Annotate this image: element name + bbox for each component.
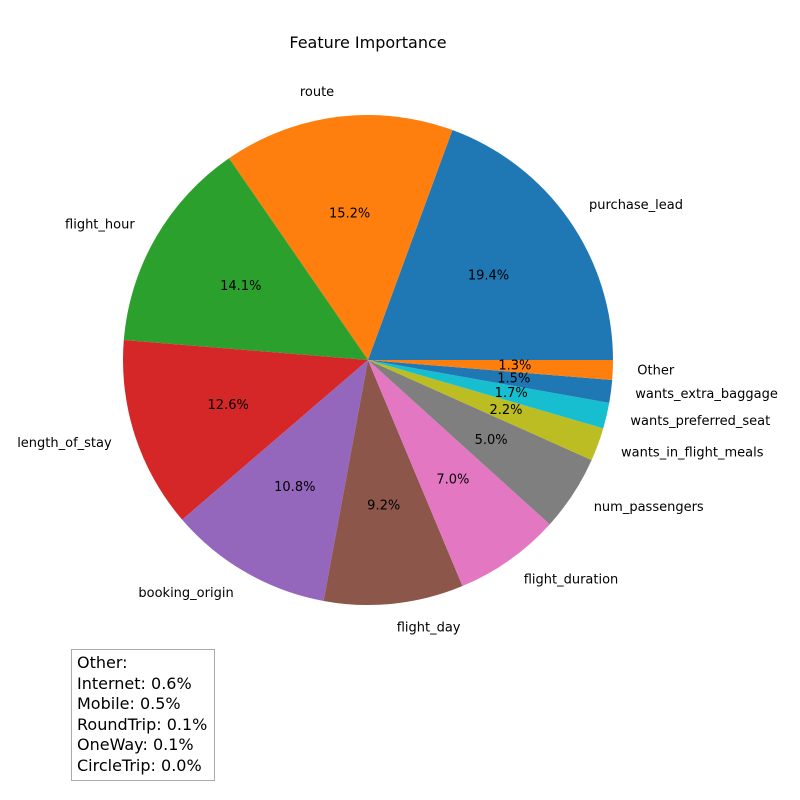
pie-slice (123, 158, 368, 360)
slice-category-label: flight_duration (524, 573, 619, 588)
slice-percent-label: 9.2% (367, 499, 400, 514)
pie-slice (123, 340, 368, 520)
slice-percent-label: 15.2% (329, 207, 370, 222)
slice-percent-label: 1.5% (497, 371, 530, 386)
other-breakdown-item: CircleTrip: 0.0% (77, 755, 202, 775)
slice-category-label: booking_origin (138, 586, 233, 601)
pie-slice (368, 360, 610, 429)
slice-percent-label: 1.3% (498, 359, 531, 374)
slice-percent-label: 12.6% (208, 398, 249, 413)
slice-category-label: length_of_stay (17, 436, 112, 451)
slice-category-label: purchase_lead (589, 198, 683, 213)
pie-slice (368, 360, 592, 525)
other-breakdown-item: Internet: 0.6% (77, 673, 192, 693)
slice-percent-label: 2.2% (489, 403, 522, 418)
slice-percent-label: 7.0% (436, 473, 469, 488)
pie-slice (182, 360, 368, 601)
other-breakdown-title: Other: (77, 653, 128, 672)
pie-slice (368, 360, 550, 587)
slice-percent-label: 10.8% (274, 480, 315, 495)
slice-category-label: flight_hour (65, 218, 135, 233)
slice-percent-label: 1.7% (495, 386, 528, 401)
slice-category-label: wants_in_flight_meals (621, 445, 764, 460)
pie-slice (368, 360, 613, 403)
other-breakdown-box: Other: Internet: 0.6% Mobile: 0.5% Round… (71, 649, 215, 781)
pie-slice (323, 360, 463, 605)
pie-slice (368, 360, 604, 461)
slice-category-label: route (300, 85, 334, 100)
pie-slice (368, 360, 613, 380)
slice-percent-label: 14.1% (220, 279, 261, 294)
slice-category-label: num_passengers (594, 500, 704, 515)
slice-category-label: wants_preferred_seat (630, 414, 770, 429)
slice-percent-label: 19.4% (468, 268, 509, 283)
pie-slice (368, 130, 613, 360)
other-breakdown-item: Mobile: 0.5% (77, 694, 181, 713)
slice-category-label: Other (637, 364, 675, 379)
slice-percent-label: 5.0% (475, 433, 508, 448)
slice-category-label: wants_extra_baggage (635, 387, 778, 402)
pie-slice (229, 114, 453, 360)
other-breakdown-item: RoundTrip: 0.1% (77, 714, 208, 734)
chart-title: Feature Importance (289, 33, 446, 52)
other-breakdown-item: OneWay: 0.1% (77, 735, 194, 754)
slice-category-label: flight_day (397, 621, 461, 636)
